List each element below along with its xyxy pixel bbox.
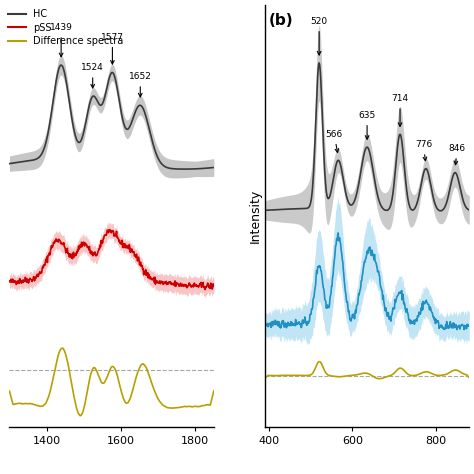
Text: 1439: 1439 (50, 23, 73, 57)
Text: 1577: 1577 (101, 33, 124, 64)
Text: 1524: 1524 (82, 64, 104, 88)
Text: 635: 635 (358, 111, 376, 139)
Text: 566: 566 (326, 130, 343, 153)
Text: 1652: 1652 (129, 72, 152, 97)
Text: 520: 520 (310, 17, 328, 55)
Legend: HC, pSS, Difference spectra: HC, pSS, Difference spectra (4, 5, 128, 50)
Text: 846: 846 (448, 144, 466, 165)
Text: (b): (b) (269, 13, 293, 28)
Text: 714: 714 (392, 94, 409, 127)
Text: 776: 776 (415, 140, 432, 161)
Y-axis label: Intensity: Intensity (249, 189, 262, 243)
